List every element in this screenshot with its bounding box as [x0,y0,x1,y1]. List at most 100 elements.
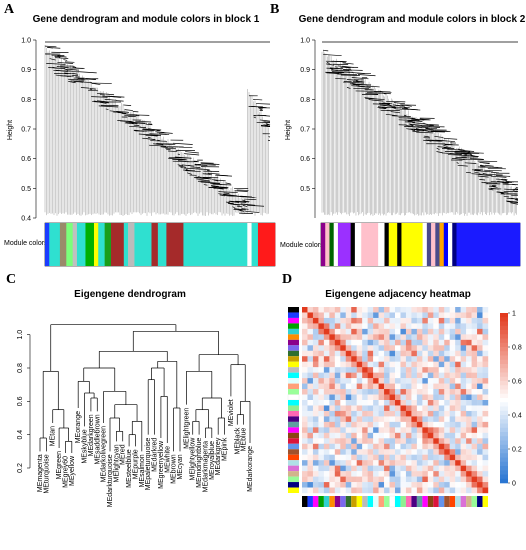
panel-a-dendro-merge [63,59,68,61]
panel-d-heatmap-cell [455,421,461,428]
panel-d-heatmap-cell [389,432,396,439]
panel-d-heatmap-cell [449,356,456,362]
panel-d-heatmap-cell [411,312,418,319]
panel-d-heatmap-cell [384,421,390,428]
panel-d-heatmap-cell [318,476,325,483]
panel-d-heatmap-cell [318,465,325,472]
panel-d-heatmap-cell [405,356,412,362]
panel-d-heatmap-cell [444,312,450,319]
panel-d-heatmap-cell [334,372,341,379]
panel-d-heatmap-cell [367,427,374,434]
panel-d-heatmap-cell [471,339,478,346]
panel-c-leaf-label: MEpurple [132,449,139,479]
panel-d-heatmap-cell [367,476,374,483]
panel-d-heatmap-cell [334,438,341,444]
panel-d-heatmap-cell [405,361,412,368]
panel-d-heatmap-cell [389,350,396,357]
panel-d-heatmap-cell [356,339,363,346]
panel-d-heatmap-cell [302,389,308,395]
panel-a-dendro-merge [150,140,167,142]
panel-b-module-segment [426,223,432,266]
panel-d-heatmap-cell [302,334,308,341]
panel-d-heatmap-cell [422,372,429,379]
panel-d-heatmap-cell [411,405,418,412]
panel-d-heatmap-cell [373,334,379,341]
panel-d-heatmap-cell [427,454,434,461]
panel-a-dendro-merge [183,169,196,172]
panel-d-heatmap-cell [477,307,483,313]
panel-d-heatmap-cell [302,443,308,450]
panel-b: B Gene dendrogram and module colors in b… [270,2,526,267]
panel-d-heatmap-cell [312,482,319,488]
panel-d-heatmap-cell [400,334,407,341]
panel-d-heatmap-cell [345,367,352,373]
panel-b-dendro-merge [390,111,401,114]
panel-d-heatmap-cell [345,334,352,341]
panel-d-heatmap-cell [384,361,390,368]
panel-d-heatmap-cell [438,372,445,379]
panel-d-column-color [466,496,472,507]
panel-d-heatmap-cell [384,394,390,401]
panel-c-leaf-label: MEbrown [171,454,178,484]
panel-d-heatmap-cell [405,432,412,439]
panel-d-heatmap-cell [449,432,456,439]
panel-d-heatmap-cell [444,465,450,472]
panel-d-heatmap-cell [378,482,385,488]
panel-d-row-color [288,443,299,450]
panel-d-heatmap-cell [449,383,456,390]
panel-d-heatmap-cell [367,389,374,395]
panel-d-heatmap-cell [373,394,379,401]
panel-b-module-segment [443,223,449,266]
panel-d-column-color [416,496,423,507]
panel-d-heatmap-cell [340,476,346,483]
panel-d-heatmap-cell [400,427,407,434]
panel-d-heatmap-cell [323,432,330,439]
panel-d-heatmap-cell [444,482,450,488]
panel-d-heatmap-cell [433,350,439,357]
panel-d-heatmap-cell [329,350,336,357]
panel-d-heatmap-cell [466,361,472,368]
panel-d-heatmap-cell [323,421,330,428]
panel-d-heatmap-cell [477,471,483,477]
panel-d-heatmap-cell [362,378,368,384]
panel-d-heatmap-cell [384,416,390,423]
panel-d-heatmap-cell [477,449,483,455]
panel-d-heatmap-cell [312,345,319,351]
panel-d-heatmap-cell [411,465,418,472]
panel-d-heatmap-cell [345,378,352,384]
panel-b-dendro-merge [457,148,465,151]
panel-d-heatmap-cell [471,405,478,412]
panel-d-heatmap-cell [444,471,450,477]
panel-d-heatmap-cell [356,317,363,324]
panel-b-dendro-merge [496,175,511,177]
panel-d-heatmap-cell [427,482,434,488]
panel-d-heatmap-cell [433,432,439,439]
panel-d-heatmap-cell [395,328,401,335]
panel-d-heatmap-cell [334,367,341,373]
panel-d-legend-step [500,330,508,335]
panel-d-legend-step [500,381,508,386]
panel-d-heatmap-cell [373,378,379,384]
panel-d-heatmap-cell [471,438,478,444]
panel-a-dendro-merge [232,206,235,209]
panel-a-dendro-merge [195,176,211,178]
panel-d-heatmap-cell [384,383,390,390]
panel-d-heatmap-cell [411,339,418,346]
panel-d-heatmap-cell [422,383,429,390]
panel-d-heatmap-cell [362,400,368,406]
panel-d-heatmap-cell [307,454,314,461]
panel-d-heatmap-cell [312,487,319,494]
panel-b-dendro-merge [329,68,334,70]
panel-d-heatmap-cell [482,421,489,428]
panel-d-heatmap-cell [345,438,352,444]
panel-b-dendro-merge [415,128,419,130]
panel-d-letter: D [282,272,292,287]
panel-d-heatmap-cell [329,356,336,362]
panel-b-dendro-merge [371,99,384,102]
panel-d-column-color [438,496,445,507]
panel-d-heatmap-cell [340,361,346,368]
panel-d-heatmap-cell [482,487,489,494]
panel-d-heatmap-cell [405,449,412,455]
panel-b-dendro-merge [505,181,514,183]
panel-a-dendro-merge [242,199,246,202]
